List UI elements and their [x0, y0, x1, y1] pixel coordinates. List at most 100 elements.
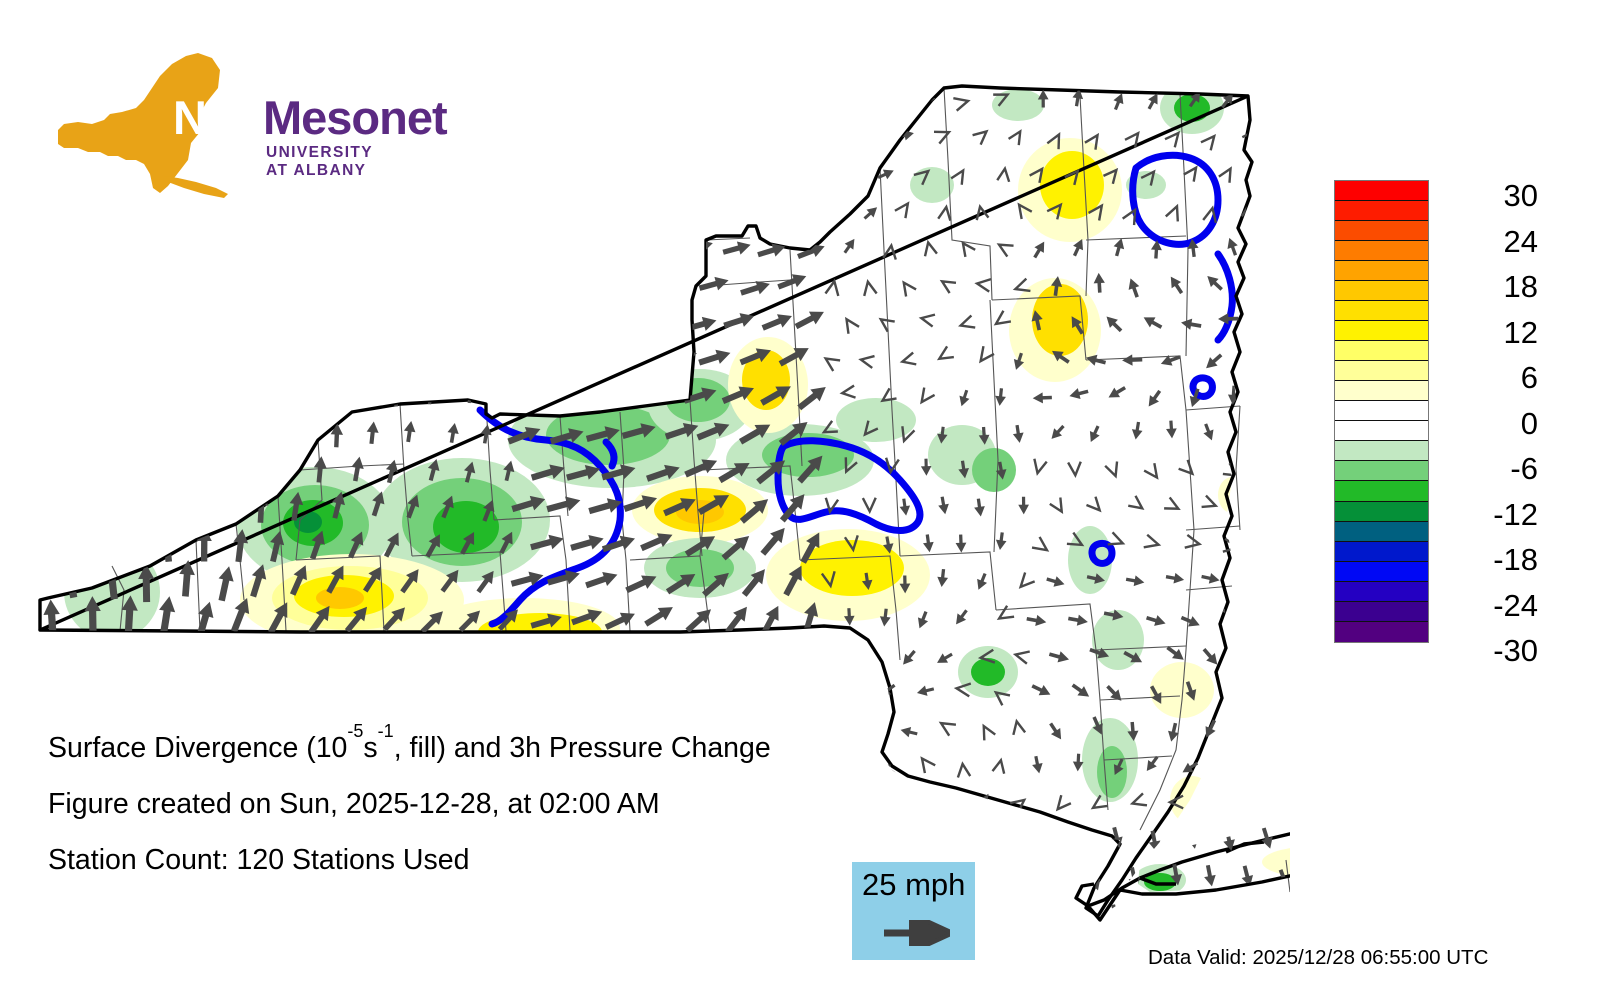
wind-arrow-icon	[1201, 494, 1219, 509]
wind-arrow-icon	[722, 241, 751, 255]
wind-arrow-icon	[214, 639, 236, 675]
wind-arrow-icon	[1258, 96, 1272, 111]
wind-arrow-icon	[901, 426, 916, 444]
wind-arrow-icon	[1188, 91, 1201, 108]
wind-arrow-icon	[842, 683, 855, 699]
wind-arrow-icon	[444, 127, 458, 144]
weather-map[interactable]	[0, 0, 1290, 950]
logo-subtitle: UNIVERSITY AT ALBANY	[266, 144, 373, 179]
wind-arrow-icon	[530, 534, 564, 551]
wind-arrow-icon	[548, 650, 578, 667]
wind-arrow-icon	[40, 522, 60, 560]
wind-arrow-icon	[383, 311, 399, 329]
wind-arrow-icon	[588, 498, 623, 515]
wind-arrow-icon	[1184, 899, 1197, 916]
wind-arrow-icon	[371, 491, 385, 517]
wind-arrow-icon	[400, 569, 419, 594]
wind-arrow-icon	[289, 132, 304, 149]
wind-arrow-icon	[161, 236, 175, 256]
wind-arrow-icon	[349, 388, 362, 410]
wind-arrow-icon	[880, 387, 897, 403]
map-canvas[interactable]	[0, 0, 1290, 950]
wind-arrow-icon	[1032, 392, 1052, 404]
wind-arrow-icon	[824, 278, 840, 297]
wind-arrow-icon	[1123, 650, 1143, 663]
wind-arrow-icon	[687, 679, 707, 705]
colorbar-band	[1335, 441, 1428, 462]
wind-arrow-icon	[310, 237, 326, 255]
wind-arrow-icon	[291, 279, 302, 298]
wind-arrow-icon	[121, 457, 140, 490]
wind-arrow-icon	[1221, 93, 1234, 109]
wind-arrow-icon	[1259, 318, 1279, 330]
wind-arrow-icon	[630, 207, 656, 222]
wind-arrow-icon	[155, 455, 172, 488]
wind-arrow-icon	[1053, 868, 1066, 890]
wind-arrow-icon	[977, 648, 996, 664]
wind-arrow-icon	[979, 345, 995, 364]
wind-arrow-icon	[424, 310, 440, 328]
wind-arrow-icon	[741, 129, 764, 142]
wind-arrow-icon	[884, 457, 900, 475]
caption-title-part1: Surface Divergence (10	[48, 732, 348, 764]
wind-arrow-icon	[348, 241, 363, 259]
wind-arrow-icon	[103, 489, 121, 524]
divergence-contour-patch	[294, 511, 322, 533]
wind-arrow-icon	[585, 426, 620, 442]
wind-arrow-icon	[878, 317, 895, 333]
wind-arrow-icon	[77, 904, 97, 916]
colorbar-band	[1335, 501, 1428, 522]
wind-arrow-icon	[1170, 863, 1182, 886]
wind-arrow-icon	[498, 94, 511, 111]
wind-arrow-icon	[739, 499, 769, 524]
caption-block: Surface Divergence (10-5s-1, fill) and 3…	[48, 720, 948, 888]
wind-arrow-icon	[379, 680, 408, 701]
wind-arrow-icon	[1167, 794, 1184, 810]
wind-arrow-icon	[1239, 424, 1252, 441]
wind-arrow-icon	[777, 274, 807, 290]
caption-title: Surface Divergence (10-5s-1, fill) and 3…	[48, 720, 948, 776]
wind-arrow-icon	[196, 601, 214, 639]
wind-arrow-icon	[370, 201, 385, 217]
wind-legend-label: 25 mph	[862, 867, 966, 902]
wind-arrow-icon	[348, 90, 362, 107]
wind-arrow-icon	[183, 200, 195, 219]
wind-arrow-icon	[743, 206, 771, 220]
wind-arrow-icon	[503, 460, 515, 482]
wind-arrow-icon	[575, 901, 587, 916]
wind-arrow-icon	[953, 97, 971, 112]
wind-arrow-icon	[1227, 237, 1238, 256]
wind-arrow-icon	[408, 275, 424, 293]
wind-arrow-icon	[502, 239, 516, 255]
wind-arrow-icon	[1018, 572, 1036, 589]
wind-arrow-icon	[367, 130, 382, 146]
wind-arrow-icon	[1106, 684, 1122, 701]
wind-arrow-icon	[1012, 277, 1031, 293]
wind-arrow-icon	[307, 165, 322, 182]
wind-arrow-icon	[382, 607, 406, 632]
wind-arrow-icon	[198, 241, 211, 262]
colorbar-band	[1335, 341, 1428, 362]
wind-arrow-icon	[155, 314, 172, 337]
wind-arrow-icon	[1184, 533, 1203, 549]
wind-arrow-icon	[840, 169, 859, 180]
colorbar-tick-label: -30	[1493, 633, 1538, 668]
wind-arrow-icon	[408, 200, 422, 216]
wind-arrow-icon	[780, 130, 803, 143]
wind-arrow-icon	[140, 487, 157, 522]
wind-arrow-icon	[1218, 313, 1239, 325]
divergence-contour-patch	[316, 587, 364, 609]
wind-arrow-icon	[1282, 645, 1290, 666]
wind-arrow-icon	[214, 277, 227, 299]
wind-arrow-icon	[590, 276, 619, 292]
wind-arrow-icon	[899, 498, 911, 516]
wind-arrow-icon	[443, 349, 459, 367]
wind-arrow-icon	[923, 534, 934, 553]
wind-arrow-icon	[776, 206, 803, 220]
wind-arrow-icon	[645, 169, 670, 183]
wind-arrow-icon	[45, 453, 67, 485]
colorbar-tick-label: 30	[1503, 178, 1538, 213]
wind-arrow-icon	[1012, 718, 1027, 736]
wind-arrow-icon	[332, 491, 345, 519]
wind-arrow-icon	[308, 905, 324, 916]
